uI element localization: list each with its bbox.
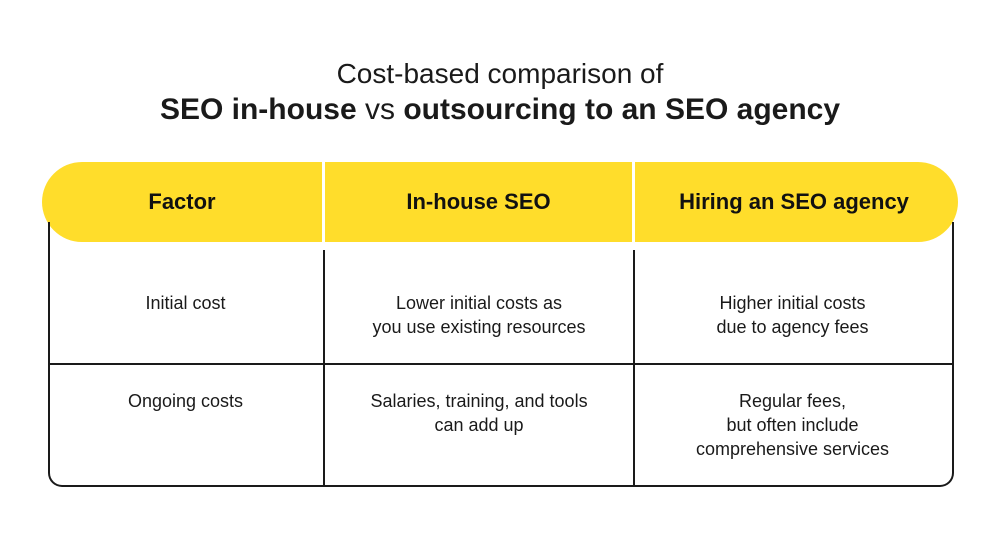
column-divider-1 bbox=[323, 250, 325, 487]
header-factor: Factor bbox=[148, 189, 216, 214]
page-title-line1: Cost-based comparison of bbox=[336, 58, 664, 89]
table-header-bar bbox=[42, 162, 958, 242]
table-cell-factor-row2: Ongoing costs bbox=[127, 391, 244, 411]
table-body bbox=[48, 222, 954, 487]
page-title-line2: SEO in-house vs outsourcing to an SEO ag… bbox=[0, 92, 1000, 128]
table-cell-agency-row1: Higher initial costs due to agency fees bbox=[716, 293, 869, 337]
title-seo-in-house: SEO in-house bbox=[159, 93, 357, 126]
table-cell-inhouse-row1: Lower initial costs as you use existing … bbox=[372, 293, 586, 337]
header-hiring-agency: Hiring an SEO agency bbox=[679, 189, 909, 214]
header-in-house-seo: In-house SEO bbox=[406, 189, 551, 214]
title-outsourcing: outsourcing to an SEO agency bbox=[403, 93, 841, 126]
table-cell-factor-row1: Initial cost bbox=[145, 293, 226, 313]
title-vs: vs bbox=[356, 93, 404, 126]
row-divider bbox=[48, 363, 952, 365]
header-divider-2 bbox=[632, 162, 635, 242]
table-cell-agency-row2: Regular fees, but often include comprehe… bbox=[695, 391, 890, 459]
column-divider-2 bbox=[633, 250, 635, 487]
header-divider-1 bbox=[322, 162, 325, 242]
table-cell-inhouse-row2: Salaries, training, and tools can add up bbox=[370, 391, 588, 435]
